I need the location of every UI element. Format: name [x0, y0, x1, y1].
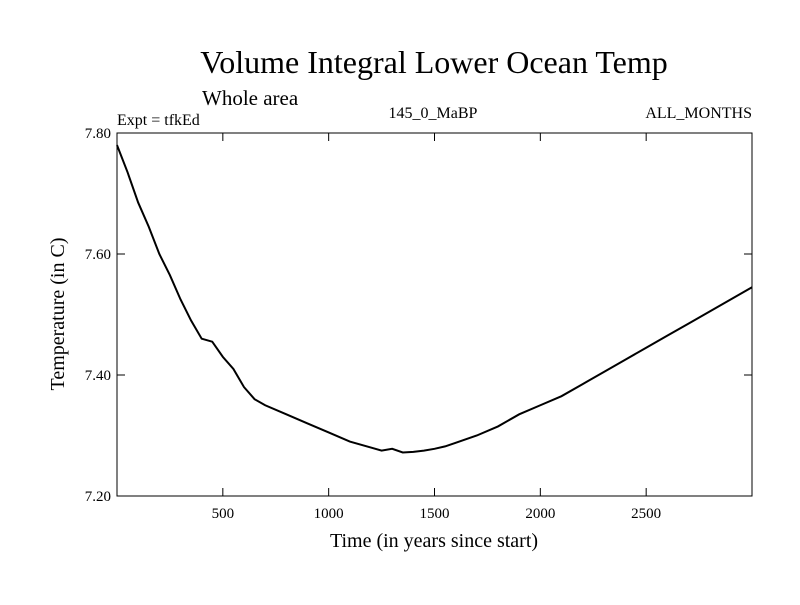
y-tick-label: 7.40: [85, 368, 111, 384]
experiment-label: Expt = tfkEd: [117, 112, 200, 129]
x-axis: 500 1000 1500 2000 2500: [212, 133, 661, 522]
x-tick-label: 500: [212, 506, 235, 522]
x-tick-label: 1500: [420, 506, 450, 522]
x-tick-label: 2000: [525, 506, 555, 522]
y-axis-label: Temperature (in C): [47, 238, 69, 391]
chart-title: Volume Integral Lower Ocean Temp: [200, 44, 668, 80]
y-tick-label: 7.60: [85, 247, 111, 263]
y-tick-label: 7.80: [85, 126, 111, 142]
y-tick-label: 7.20: [85, 489, 111, 505]
x-axis-label: Time (in years since start): [330, 530, 538, 552]
series-line: [116, 144, 753, 454]
x-tick-label: 1000: [314, 506, 344, 522]
period-label: 145_0_MaBP: [389, 105, 478, 122]
x-tick-label: 2500: [631, 506, 661, 522]
y-axis: 7.20 7.40 7.60 7.80: [85, 126, 752, 505]
plot-frame: [116, 132, 753, 497]
chart-subtitle: Whole area: [202, 86, 299, 110]
months-label: ALL_MONTHS: [645, 105, 752, 122]
